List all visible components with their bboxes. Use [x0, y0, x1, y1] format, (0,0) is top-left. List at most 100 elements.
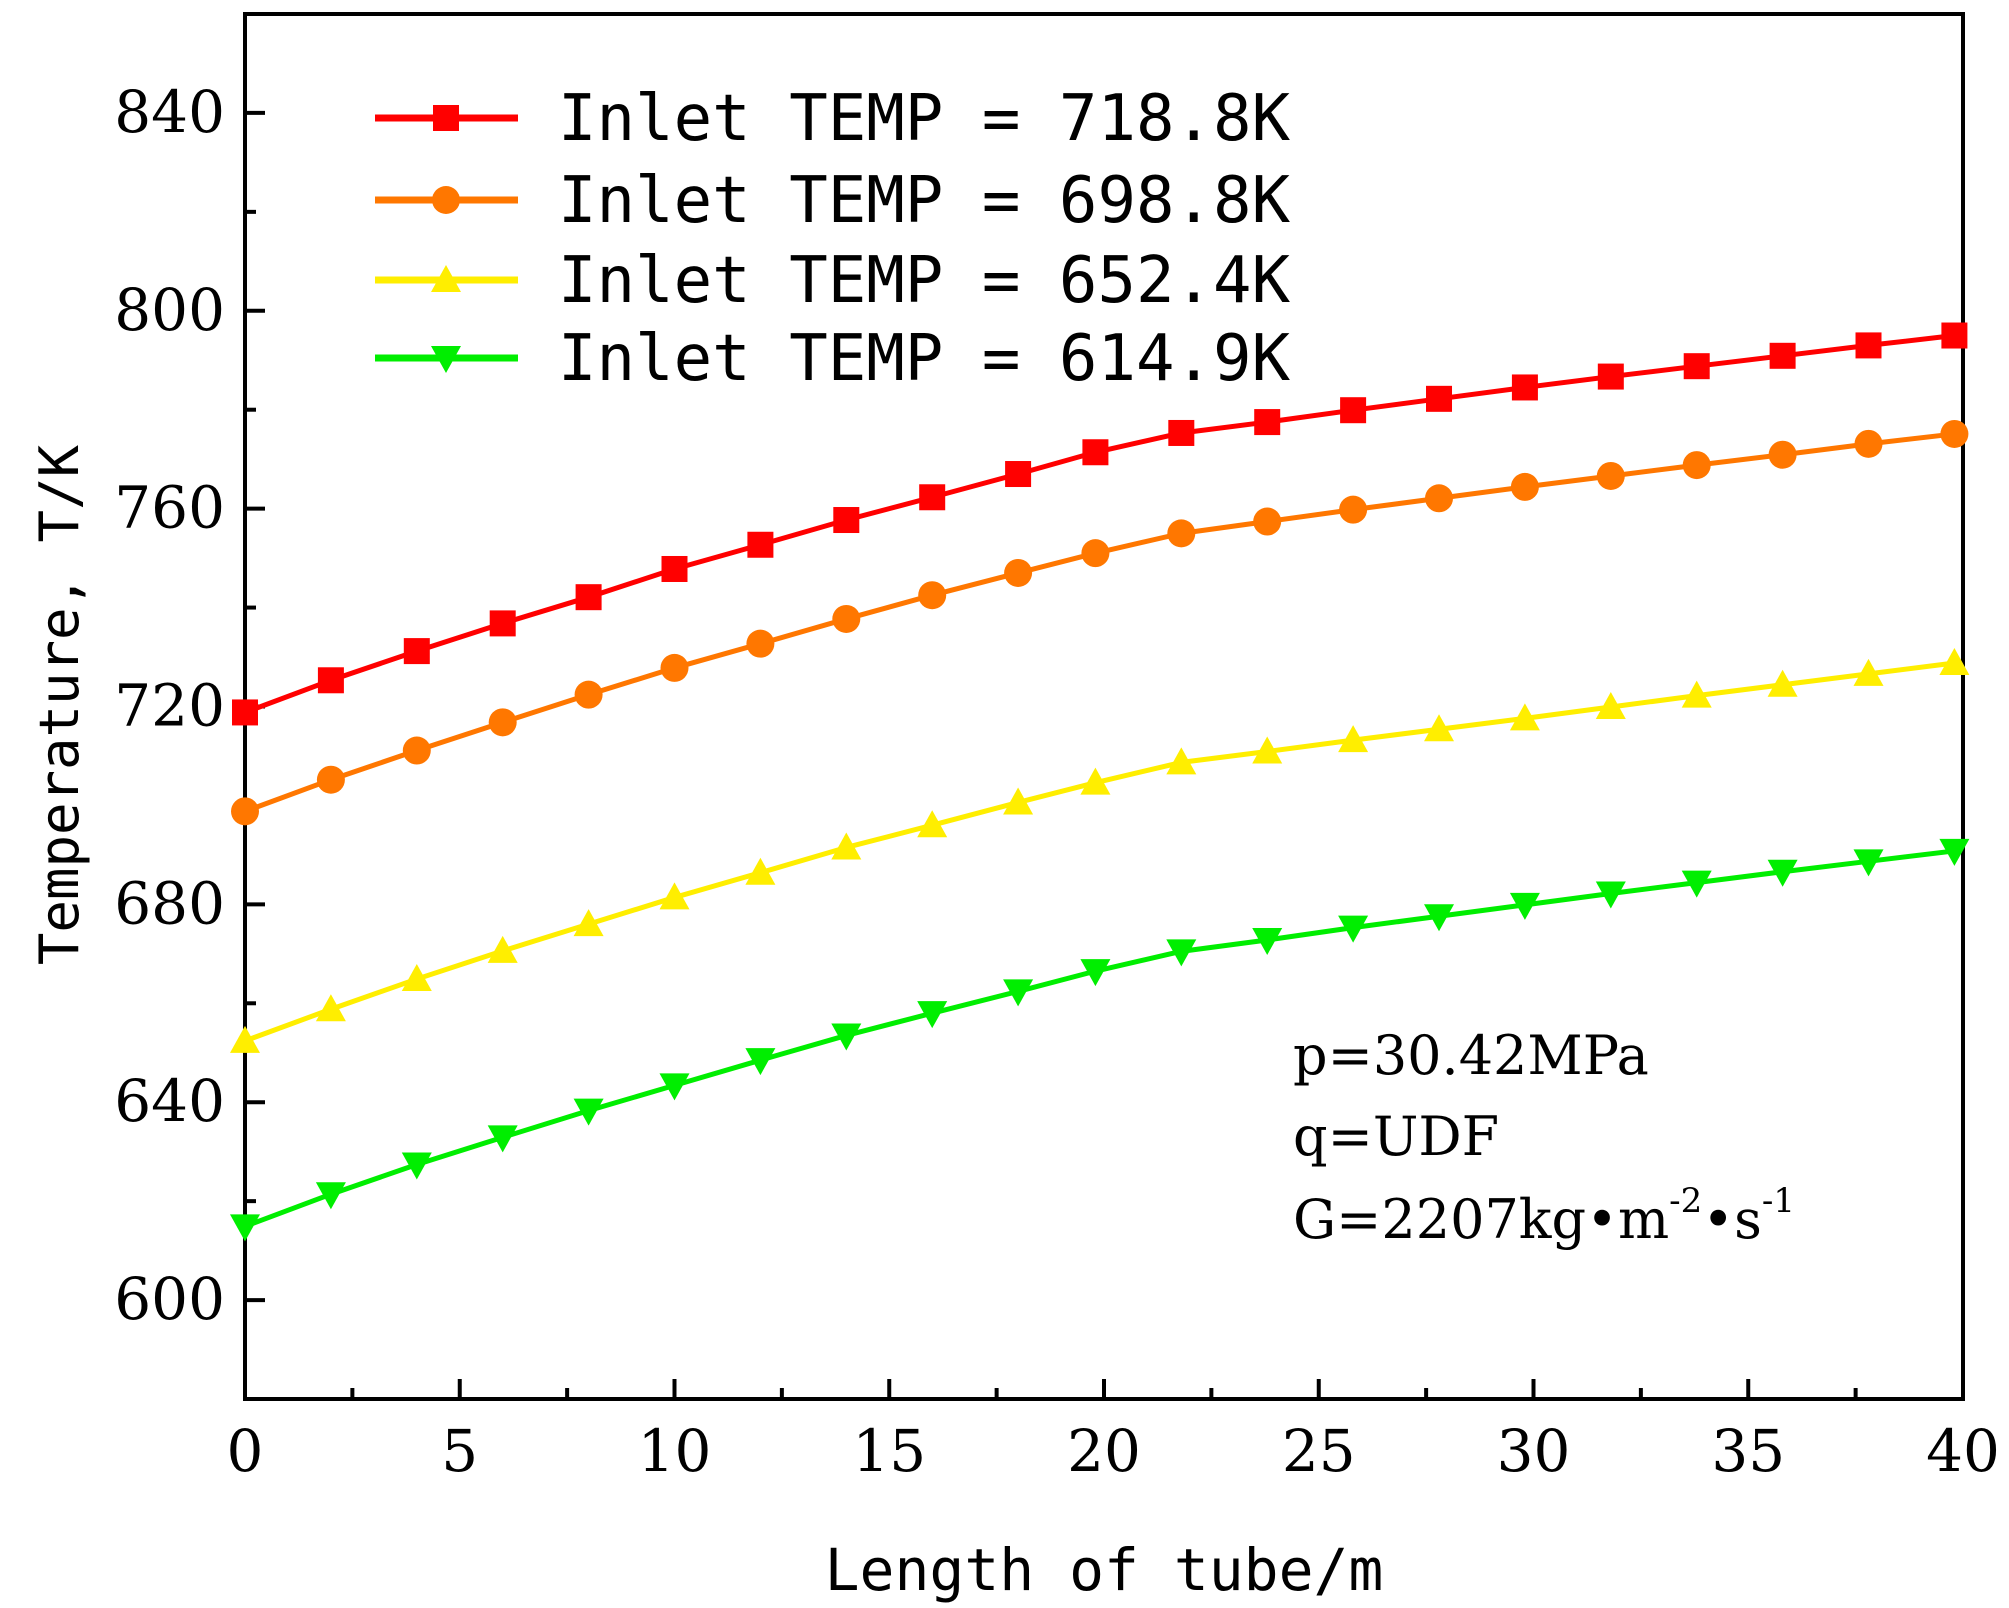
data-point: [1681, 680, 1712, 708]
data-point: [1682, 451, 1711, 480]
data-point: [403, 638, 430, 665]
data-point: [745, 1048, 776, 1076]
data-point: [1768, 440, 1797, 469]
data-point: [1082, 439, 1109, 466]
data-point: [230, 1214, 260, 1242]
data-point: [1853, 658, 1884, 686]
y-axis-label: Temperature, T/K: [28, 444, 91, 965]
data-point: [1597, 363, 1624, 390]
data-point: [1767, 669, 1798, 697]
data-point: [573, 909, 604, 937]
annotation-mass-flux-mid: •s: [1702, 1188, 1762, 1251]
data-point: [747, 531, 774, 558]
data-point: [1338, 915, 1369, 943]
data-point: [1426, 385, 1453, 412]
x-tick-label: 5: [441, 1417, 478, 1485]
data-point: [1853, 849, 1884, 877]
x-tick-label: 40: [1926, 1417, 2000, 1485]
data-point: [831, 1023, 862, 1051]
data-point: [1510, 472, 1539, 501]
y-tick-label: 720: [114, 672, 225, 740]
legend-label: Inlet TEMP = 718.8K: [558, 82, 1291, 156]
data-point: [659, 1073, 690, 1101]
data-point: [1005, 461, 1032, 488]
data-point: [1767, 859, 1798, 887]
data-point: [488, 708, 517, 737]
x-axis-label: Length of tube/m: [825, 1536, 1384, 1604]
series-3: [230, 647, 1970, 1053]
data-point: [1166, 747, 1197, 775]
data-point: [487, 935, 518, 963]
series-4: [230, 838, 1970, 1242]
data-point: [317, 667, 344, 694]
annotation-pressure: p=30.42MPa: [1293, 1024, 1649, 1087]
annotation-mass-flux: G=2207kg•m-2•s-1: [1293, 1181, 1795, 1251]
data-point: [1081, 539, 1110, 568]
data-point: [231, 797, 259, 826]
data-point: [1939, 647, 1970, 675]
legend-marker: [433, 105, 459, 131]
data-point: [833, 507, 860, 534]
data-point: [659, 882, 690, 910]
data-point: [661, 555, 688, 582]
data-point: [1683, 353, 1710, 380]
data-point: [489, 610, 516, 637]
annotation-mass-flux-sup2: -1: [1762, 1181, 1795, 1221]
data-point: [1595, 691, 1626, 719]
series-layer: [230, 322, 1970, 1242]
data-point: [831, 832, 862, 860]
data-point: [1168, 419, 1195, 446]
data-point: [746, 629, 775, 658]
data-point: [1769, 342, 1796, 369]
data-point: [1424, 714, 1455, 742]
data-point: [1252, 927, 1283, 955]
data-point: [745, 857, 776, 885]
data-point: [1080, 767, 1111, 795]
data-point: [660, 653, 689, 682]
data-point: [1254, 409, 1281, 436]
data-point: [401, 964, 432, 992]
y-tick-label: 840: [114, 78, 225, 146]
data-point: [1424, 904, 1455, 932]
data-point: [232, 699, 258, 726]
data-point: [1509, 892, 1540, 920]
series-line: [244, 848, 1955, 1229]
y-tick-label: 640: [114, 1067, 225, 1135]
legend-label: Inlet TEMP = 698.8K: [558, 164, 1291, 238]
data-point: [487, 1125, 518, 1153]
series-2: [231, 419, 1969, 826]
data-point: [230, 1025, 260, 1053]
data-point: [1340, 397, 1367, 424]
data-point: [917, 1001, 948, 1029]
data-point: [1166, 939, 1197, 967]
data-point: [575, 584, 602, 611]
x-tick-label: 35: [1711, 1417, 1785, 1485]
legend-item: Inlet TEMP = 614.9K: [375, 322, 1291, 396]
legend-item: Inlet TEMP = 718.8K: [375, 82, 1291, 156]
data-point: [574, 680, 603, 709]
annotation-heat-flux: q=UDF: [1293, 1105, 1499, 1168]
data-point: [918, 581, 947, 610]
axis-ticks: 0 5 10 15 20 25 30 35 40 600 640 680 720 760 800 840: [114, 78, 2000, 1485]
data-point: [573, 1098, 604, 1126]
data-point: [402, 736, 431, 765]
data-point: [1003, 979, 1034, 1007]
data-point: [919, 484, 946, 511]
data-point: [1511, 374, 1538, 401]
data-point: [1080, 959, 1111, 987]
data-point: [1252, 736, 1283, 764]
data-point: [316, 765, 345, 794]
x-tick-label: 25: [1282, 1417, 1356, 1485]
x-tick-label: 20: [1067, 1417, 1141, 1485]
data-point: [1854, 429, 1883, 458]
legend-item: Inlet TEMP = 698.8K: [375, 164, 1291, 238]
legend-label: Inlet TEMP = 614.9K: [558, 322, 1291, 396]
data-point: [315, 994, 346, 1022]
data-point: [1339, 495, 1368, 524]
x-tick-label: 15: [852, 1417, 926, 1485]
data-point: [1941, 322, 1968, 349]
legend-marker: [432, 186, 460, 214]
data-point: [401, 1152, 432, 1180]
